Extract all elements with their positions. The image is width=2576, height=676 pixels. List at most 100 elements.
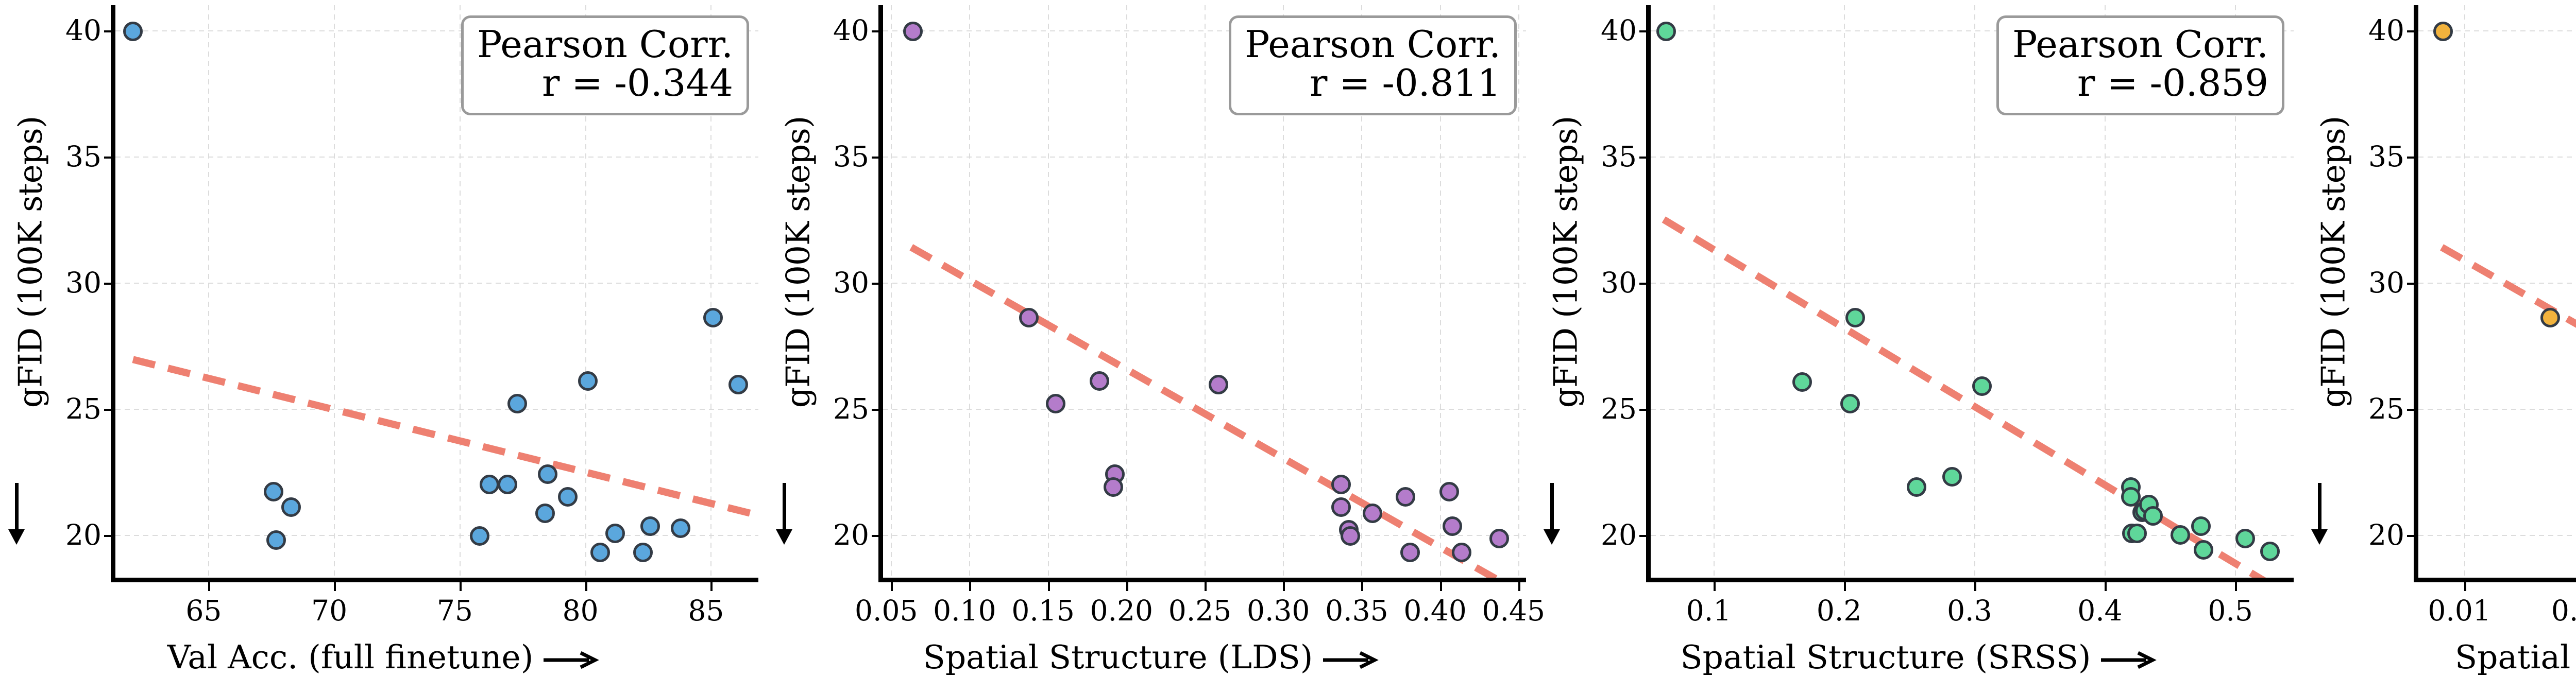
scatter-point	[1489, 529, 1510, 549]
x-tick-mark	[1713, 580, 1716, 591]
scatter-point	[2127, 524, 2147, 544]
x-tick-label-group: 0.1 0.2 0.3 0.4 0.5	[1646, 594, 2289, 630]
scatter-point	[1792, 372, 1812, 392]
scatter-point	[1840, 393, 1860, 413]
scatter-panel-2: gFID (100K steps) 20 25 30 35 40 Pearson Corr.…	[768, 0, 1545, 676]
horizontal-gridline	[2418, 30, 2576, 31]
vertical-gridline	[1205, 5, 1206, 578]
scatter-point	[537, 464, 557, 484]
horizontal-gridline	[115, 408, 758, 410]
pearson-correlation-box: Pearson Corr. r = -0.811	[1229, 15, 1517, 115]
scatter-point	[703, 308, 723, 328]
y-tick-label: 35	[2368, 140, 2404, 173]
x-axis-label-group: Spatial Structure (SRSS)	[1535, 638, 2303, 676]
scatter-point	[1331, 497, 1351, 517]
x-tick-mark	[1205, 580, 1207, 591]
scatter-point	[1942, 467, 1962, 487]
x-tick-label: 0.01	[2428, 594, 2491, 627]
x-tick-label-group: 0.010.020.030.040.05	[2414, 594, 2576, 630]
scatter-point	[1452, 543, 1472, 562]
scatter-point	[1090, 371, 1110, 391]
scatter-point	[266, 530, 286, 550]
x-tick-label: 0.25	[1168, 594, 1232, 627]
scatter-point	[1209, 375, 1229, 395]
y-tick-mark	[104, 534, 115, 537]
y-tick-label: 30	[65, 266, 101, 299]
horizontal-gridline	[115, 30, 758, 31]
scatter-point	[2170, 525, 2190, 545]
scatter-panel-1: gFID (100K steps) 20 25 30 35 40 Pearson Corr.…	[0, 0, 768, 676]
x-tick-label: 85	[688, 594, 724, 627]
y-tick-mark	[2407, 408, 2418, 411]
scatter-point	[123, 22, 143, 42]
y-tick-mark	[1639, 30, 1651, 32]
vertical-gridline	[2464, 5, 2465, 578]
vertical-gridline	[891, 5, 892, 578]
plot-area: Pearson Corr. r = -0.811	[872, 5, 1526, 591]
x-tick-label: 0.05	[854, 594, 918, 627]
scatter-point	[2433, 22, 2453, 42]
x-axis-label: Val Acc. (full finetune)	[167, 638, 534, 676]
vertical-gridline	[1713, 5, 1715, 578]
y-axis-label-group: gFID (100K steps)	[1535, 0, 1596, 582]
x-axis-label-group: Spatial Structure (CDS)	[2303, 638, 2576, 676]
vertical-gridline	[459, 5, 461, 578]
x-tick-label: 0.4	[2077, 594, 2123, 627]
scatter-point	[1104, 477, 1124, 497]
scatter-point	[670, 518, 690, 539]
y-tick-mark	[1639, 156, 1651, 159]
y-tick-label-group: 20 25 30 35 40	[55, 5, 107, 578]
x-tick-label-group: 0.05 0.10 0.15 0.20 0.25 0.30 0.35 0.40 0.45	[855, 594, 1545, 630]
y-axis-label: gFID (100K steps)	[11, 116, 49, 408]
scatter-point	[469, 526, 489, 546]
pearson-correlation-title: Pearson Corr.	[477, 23, 733, 66]
y-tick-mark	[2407, 282, 2418, 285]
scatter-point	[1341, 526, 1361, 546]
scatter-point	[557, 487, 578, 507]
scatter-point	[2194, 540, 2214, 560]
y-tick-label-group: 20 25 30 35 40	[1590, 5, 1642, 578]
x-tick-mark	[1126, 580, 1128, 591]
x-tick-label: 0.40	[1403, 594, 1467, 627]
x-axis-label-group: Val Acc. (full finetune)	[0, 638, 768, 676]
x-tick-label: 0.02	[2551, 594, 2576, 627]
pearson-correlation-value: r = -0.859	[2077, 61, 2268, 105]
x-tick-mark	[2104, 580, 2107, 591]
right-arrow-icon	[1323, 651, 1379, 669]
scatter-point	[1362, 504, 1382, 524]
scatter-point	[535, 504, 555, 524]
scatter-point	[1019, 308, 1039, 328]
horizontal-gridline	[1651, 30, 2294, 31]
x-tick-label: 70	[311, 594, 348, 627]
y-tick-label: 20	[833, 518, 869, 551]
y-tick-mark	[104, 30, 115, 32]
vertical-gridline	[710, 5, 712, 578]
y-tick-mark	[872, 408, 883, 411]
vertical-gridline	[334, 5, 335, 578]
pearson-correlation-box: Pearson Corr. r = -0.344	[461, 15, 749, 115]
x-tick-label: 0.1	[1686, 594, 1732, 627]
y-tick-label: 40	[2368, 13, 2404, 47]
vertical-gridline	[969, 5, 971, 578]
vertical-gridline	[1518, 5, 1519, 578]
scatter-point	[2143, 506, 2163, 526]
x-tick-label: 0.2	[1816, 594, 1862, 627]
scatter-point	[2260, 541, 2280, 561]
scatter-point	[640, 516, 660, 536]
y-tick-mark	[872, 30, 883, 32]
scatter-point	[633, 543, 653, 562]
y-tick-label: 30	[1601, 266, 1637, 299]
x-tick-label: 65	[185, 594, 222, 627]
x-tick-mark	[1361, 580, 1364, 591]
pearson-correlation-value: r = -0.811	[1310, 61, 1501, 105]
right-arrow-icon	[2101, 651, 2157, 669]
plot-area: Pearson Corr.r = -0.804	[2407, 5, 2576, 591]
x-tick-label: 0.3	[1947, 594, 1992, 627]
scatter-point	[605, 524, 625, 544]
scatter-point	[1656, 22, 1676, 42]
scatter-point	[1045, 393, 1065, 413]
y-tick-mark	[2407, 30, 2418, 32]
horizontal-gridline	[2418, 282, 2576, 284]
